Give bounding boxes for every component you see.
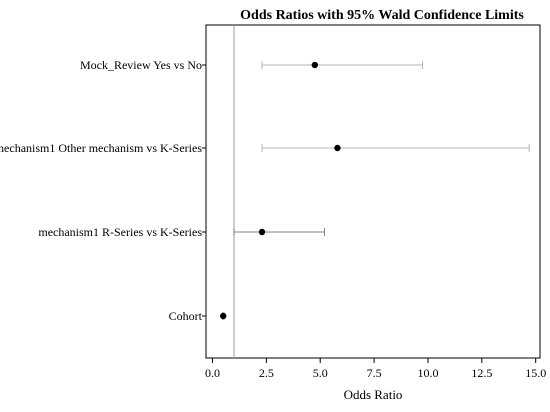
x-axis: 0.0 2.5 5.0 7.5 10.0 12.5 15.0 [205,358,546,380]
category-label: Cohort [169,309,203,323]
ci-whisker [261,144,530,152]
category-label: mechanism1 Other mechanism vs K-Series [0,141,202,155]
estimate-point [311,61,319,69]
estimate-point [334,144,341,152]
x-tick-label: 0.0 [205,366,220,380]
category-axis: Mock_Review Yes vs No mechanism1 Other me… [0,58,206,323]
plot-frame [205,24,541,359]
x-tick-label: 10.0 [417,366,438,380]
estimate-point [258,228,266,236]
x-axis-label: Odds Ratio [344,387,403,402]
estimate-point [220,312,227,320]
ci-whisker [233,228,326,236]
x-tick-label: 5.0 [313,366,328,380]
category-label: mechanism1 R-Series vs K-Series [38,225,202,239]
confidence-interval-layer [222,61,530,320]
x-tick-label: 7.5 [367,366,382,380]
estimate-point-layer [220,61,341,320]
ci-whisker [261,61,424,69]
x-tick-label: 12.5 [471,366,492,380]
x-tick-label: 2.5 [259,366,274,380]
chart-title: Odds Ratios with 95% Wald Confidence Lim… [240,8,524,23]
x-tick-label: 15.0 [525,366,546,380]
category-label: Mock_Review Yes vs No [80,58,202,72]
